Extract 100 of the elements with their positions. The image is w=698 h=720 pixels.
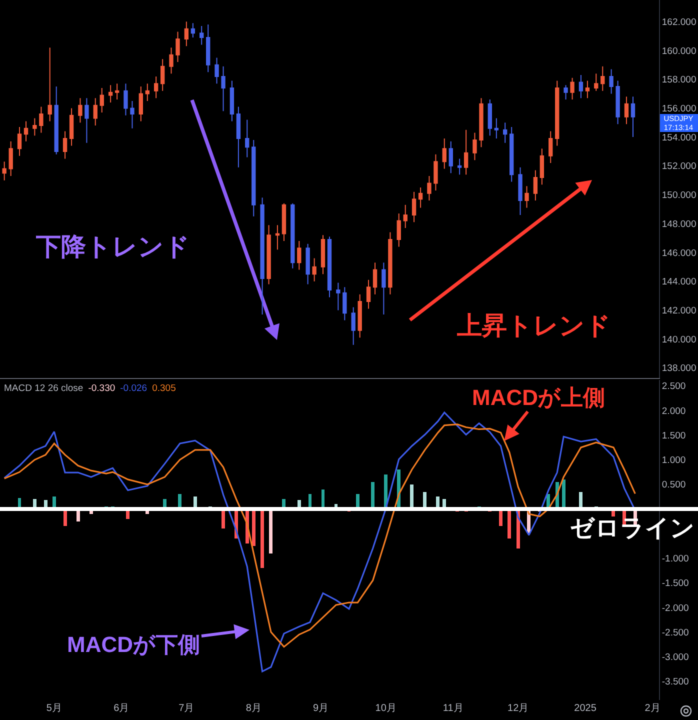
candlestick: [403, 204, 408, 228]
candlestick: [366, 279, 371, 310]
y-tick-label: 154.000: [662, 132, 696, 144]
y-tick-label: -2.500: [662, 627, 689, 638]
candlestick: [570, 77, 574, 100]
candlestick: [169, 47, 174, 74]
candlestick: [54, 86, 58, 155]
x-tick-label: 8月: [246, 703, 262, 714]
candlestick: [548, 130, 553, 164]
candlestick: [524, 186, 529, 208]
candlestick: [114, 83, 120, 100]
candlestick: [396, 213, 401, 248]
annotation: -0.026: [120, 383, 148, 394]
candlestick: [154, 76, 158, 99]
y-tick-label: 138.000: [662, 363, 696, 374]
candlestick: [84, 98, 89, 144]
y-tick-label: 146.000: [662, 248, 696, 259]
bar: [410, 484, 414, 509]
candlestick: [190, 22, 196, 38]
candlestick: [266, 224, 271, 285]
candlestick: [412, 191, 416, 223]
candlestick: [138, 86, 143, 122]
y-tick-label: 140.000: [662, 334, 696, 346]
y-tick-label: 148.000: [662, 218, 696, 230]
candlestick: [464, 129, 468, 176]
candlestick: [62, 130, 68, 160]
candlestick: [275, 224, 280, 250]
chart-title: MACD 12 26 close: [4, 383, 84, 394]
candlestick: [124, 83, 128, 116]
candlestick: [494, 118, 499, 139]
x-tick-label: 6月: [114, 703, 130, 714]
candlestick: [69, 108, 74, 146]
candlestick: [93, 98, 98, 126]
candlestick: [585, 80, 590, 99]
candlestick: [503, 122, 508, 144]
y-tick-label: 1.000: [662, 455, 686, 466]
candlestick: [609, 68, 614, 94]
candlestick: [448, 140, 453, 174]
y-tick-label: -1.500: [662, 578, 689, 590]
candlestick: [327, 236, 332, 298]
candlestick: [145, 83, 150, 102]
candlestick: [533, 170, 538, 202]
annotation: MACDが上側: [472, 385, 605, 410]
candlestick: [32, 118, 37, 136]
y-tick-label: -1.000: [662, 554, 689, 565]
candlestick: [418, 187, 423, 208]
candlestick: [160, 58, 165, 92]
candlestick: [108, 84, 113, 103]
candlestick: [555, 80, 560, 146]
x-tick-label: 10月: [375, 703, 396, 714]
candlestick: [221, 66, 226, 112]
x-tick-label: 2月: [644, 703, 660, 714]
candlestick: [130, 100, 134, 129]
candlestick: [290, 202, 295, 269]
x-tick-label: 7月: [178, 703, 194, 714]
candlestick: [564, 84, 568, 100]
x-tick-label: 12月: [508, 703, 529, 714]
candlestick: [78, 98, 82, 124]
candlestick: [630, 96, 636, 138]
candlestick: [184, 21, 189, 47]
y-tick-label: 158.000: [662, 74, 696, 86]
candlestick: [479, 98, 484, 148]
candlestick: [306, 243, 310, 285]
candlestick: [518, 166, 522, 216]
candlestick: [206, 24, 210, 73]
x-tick-label: 11月: [442, 703, 464, 714]
candlestick: [510, 126, 514, 182]
y-tick-label: 2.500: [662, 381, 686, 392]
candlestick: [488, 99, 492, 136]
candlestick: [320, 234, 326, 275]
candlestick: [382, 262, 386, 316]
candlestick: [48, 47, 52, 122]
candlestick: [252, 139, 256, 217]
candlestick: [442, 138, 446, 170]
candlestick: [358, 294, 362, 338]
y-tick-label: -3.000: [662, 652, 689, 664]
annotation: MACDが下側: [67, 632, 200, 657]
candlestick: [342, 286, 347, 321]
candlestick: [214, 57, 219, 84]
candlestick: [24, 120, 28, 142]
candlestick: [388, 232, 392, 295]
y-tick-label: 144.000: [662, 276, 696, 288]
candlestick: [427, 176, 432, 202]
candlestick: [17, 126, 22, 156]
y-tick-label: 160.000: [662, 46, 696, 57]
candlestick: [372, 262, 378, 295]
candlestick: [100, 88, 104, 114]
y-tick-label: -3.500: [662, 676, 689, 688]
candlestick: [8, 140, 13, 177]
candlestick: [472, 132, 477, 161]
x-tick-label: 5月: [46, 703, 62, 714]
annotation: -0.330: [88, 383, 116, 394]
candlestick: [336, 282, 340, 311]
candlestick: [245, 119, 250, 158]
annotation: 上昇トレンド: [456, 312, 611, 340]
x-tick-label: 2025: [574, 703, 597, 714]
y-tick-label: -2.000: [662, 602, 689, 614]
candlestick: [236, 106, 241, 168]
bar: [371, 482, 375, 509]
y-tick-label: 142.000: [662, 306, 696, 317]
